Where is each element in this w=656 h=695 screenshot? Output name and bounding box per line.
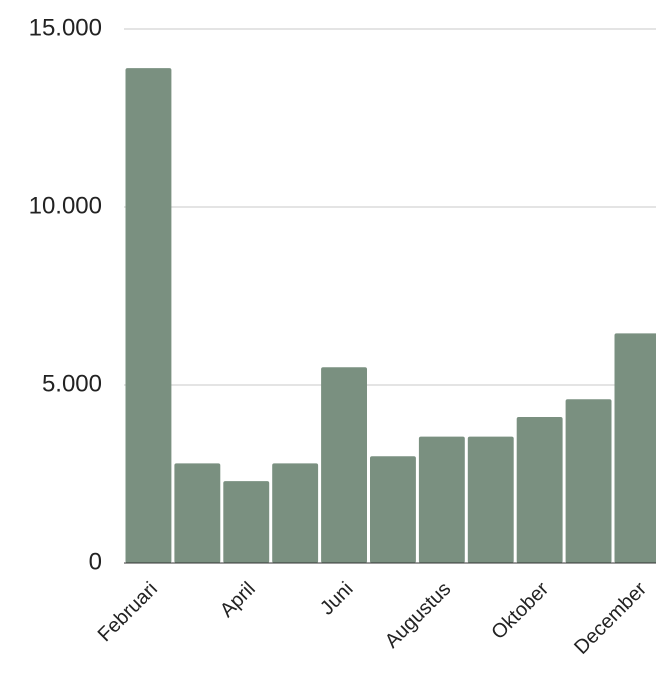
bar bbox=[614, 333, 656, 563]
x-tick-label: Februari bbox=[94, 578, 162, 646]
bar bbox=[272, 463, 319, 563]
bar bbox=[467, 436, 514, 563]
y-tick-label: 15.000 bbox=[29, 14, 102, 41]
bar bbox=[370, 456, 416, 563]
bar bbox=[418, 436, 465, 563]
x-tick-label: Juni bbox=[316, 578, 358, 620]
y-tick-label: 0 bbox=[89, 548, 102, 575]
bar bbox=[125, 68, 172, 563]
bar bbox=[565, 399, 612, 563]
bar bbox=[516, 417, 563, 563]
x-tick-label: December bbox=[570, 578, 651, 659]
bar bbox=[174, 463, 221, 563]
x-tick-label: Augustus bbox=[381, 578, 456, 653]
y-tick-label: 5.000 bbox=[42, 370, 102, 397]
bar bbox=[321, 367, 367, 563]
bar bbox=[223, 481, 270, 563]
x-tick-label: Oktober bbox=[487, 578, 553, 644]
y-tick-label: 10.000 bbox=[29, 192, 102, 219]
x-tick-label: April bbox=[216, 578, 260, 622]
